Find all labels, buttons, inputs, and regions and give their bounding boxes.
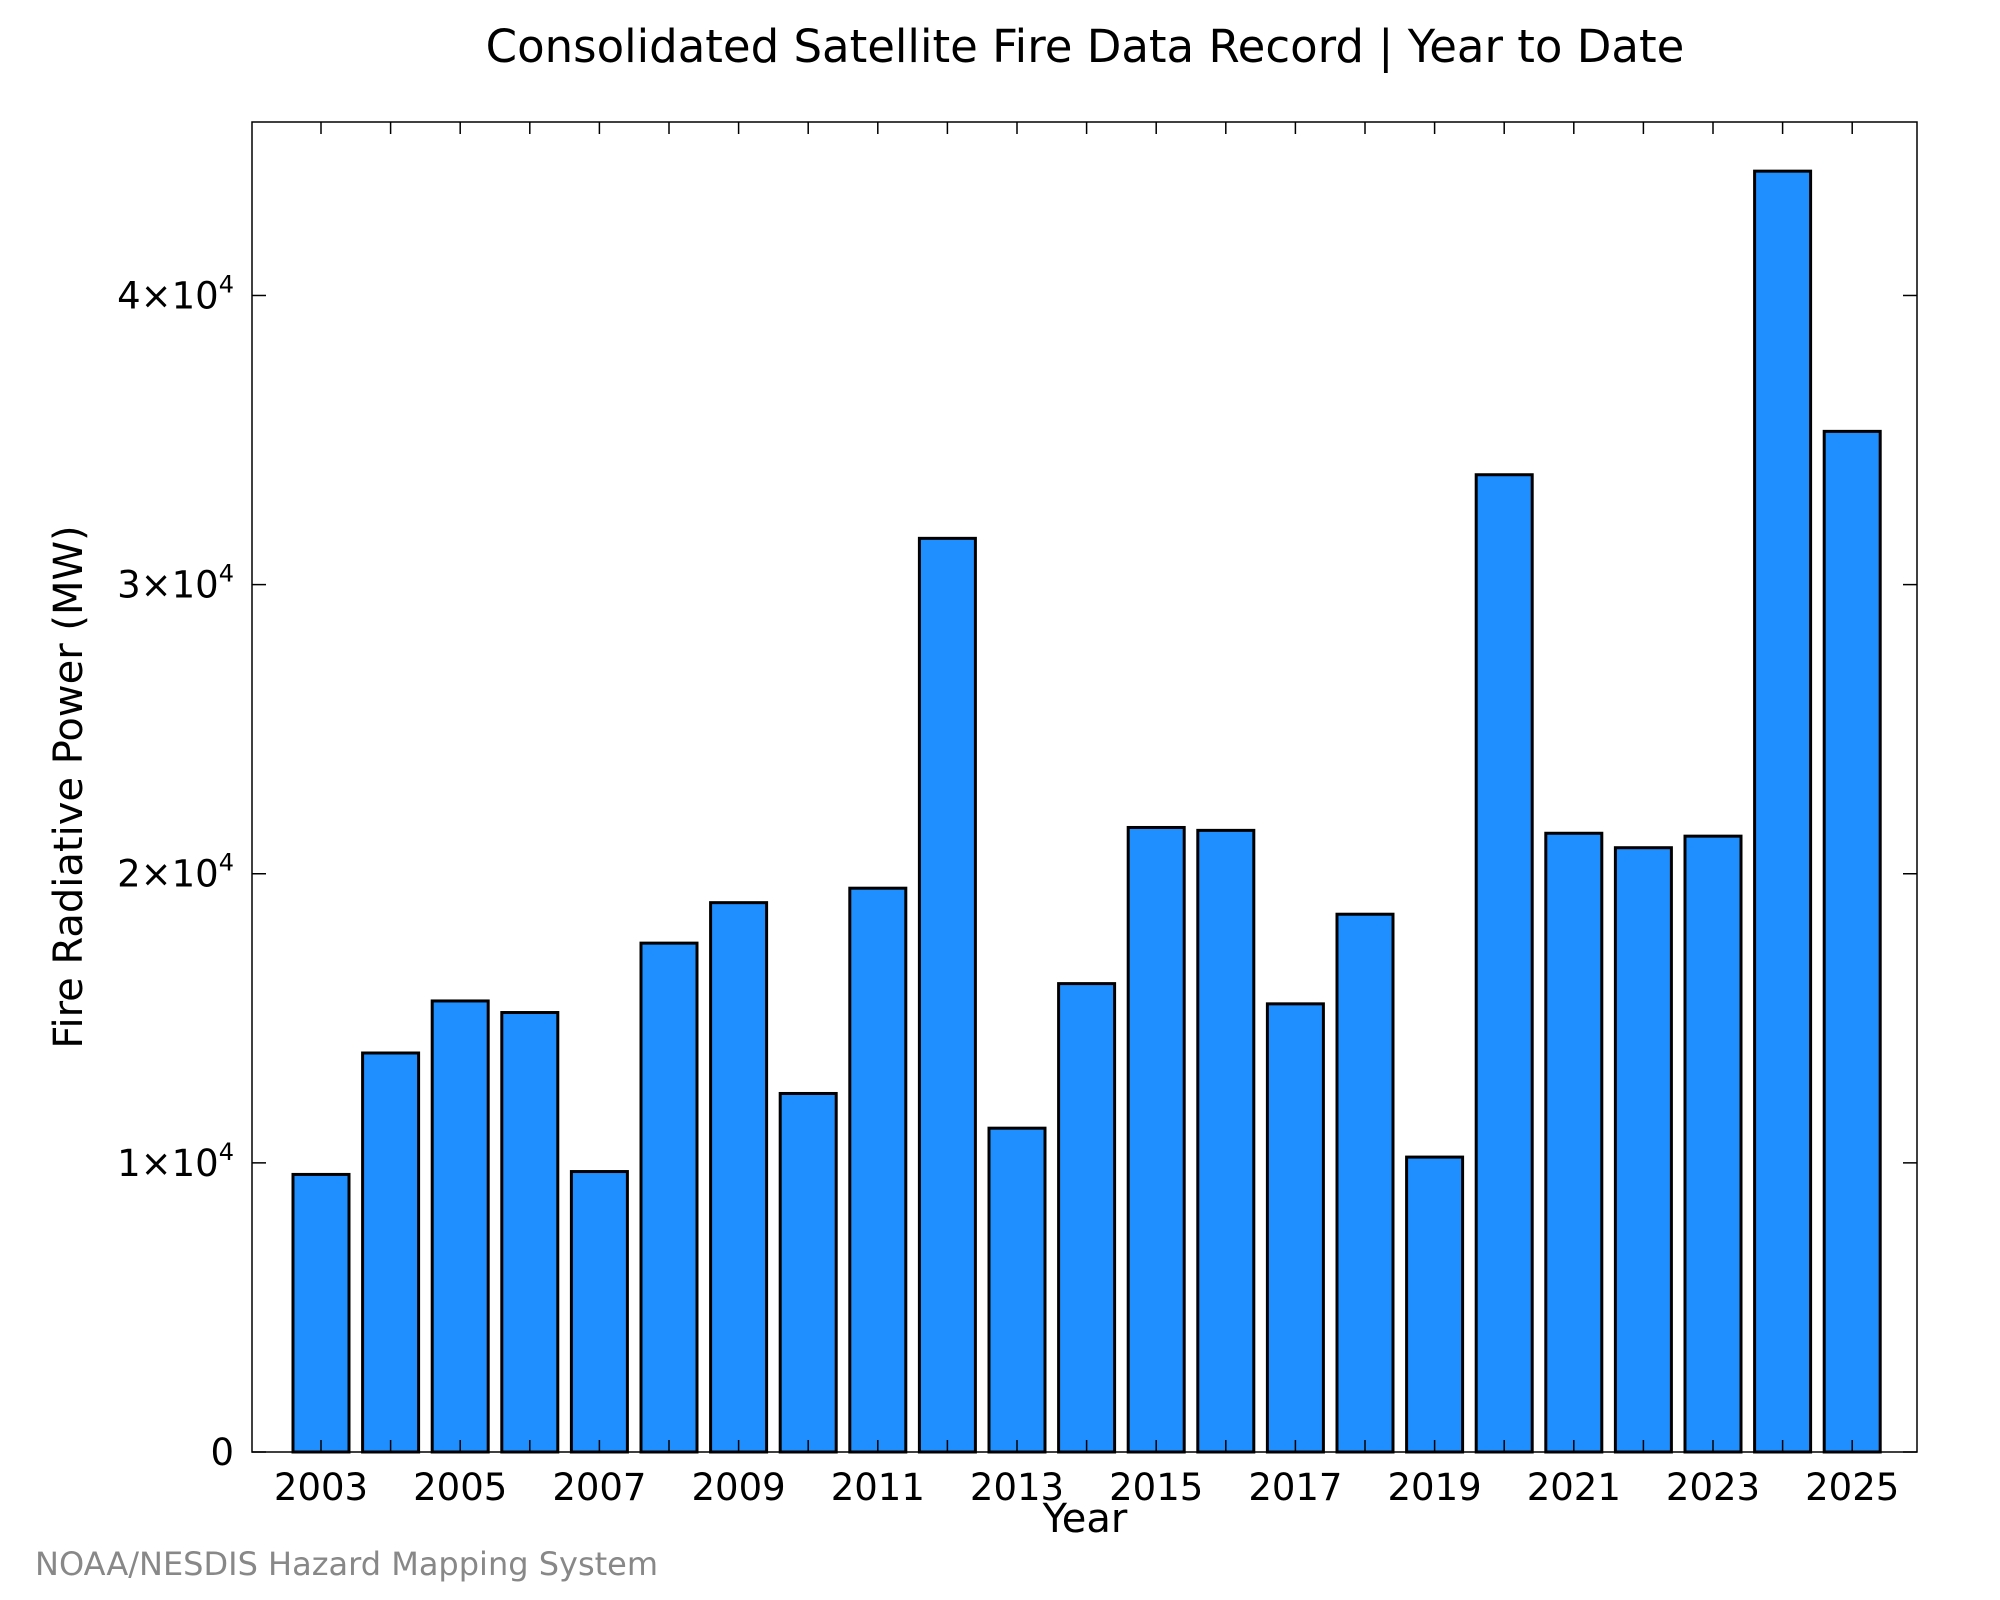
x-tick-label-2017: 2017 — [1248, 1466, 1342, 1509]
y-tick-label: 1×104 — [117, 1138, 234, 1185]
bar-2022 — [1613, 846, 1673, 1454]
bar-2017 — [1265, 1002, 1325, 1454]
bar-2015 — [1126, 825, 1186, 1454]
x-tick-label-2003: 2003 — [274, 1466, 368, 1509]
x-tick-label-2015: 2015 — [1109, 1466, 1203, 1509]
bar-2010 — [778, 1091, 838, 1454]
source-credit: NOAA/NESDIS Hazard Mapping System — [35, 1545, 658, 1583]
chart-title: Consolidated Satellite Fire Data Record … — [486, 20, 1685, 73]
bar-2013 — [987, 1126, 1047, 1454]
y-tick-label: 2×104 — [117, 849, 234, 896]
bar-2004 — [361, 1051, 421, 1454]
bar-2003 — [291, 1172, 351, 1454]
x-tick-label-2005: 2005 — [413, 1466, 507, 1509]
bars-group — [291, 169, 1882, 1454]
bar-2009 — [709, 901, 769, 1454]
bar-2025 — [1822, 429, 1882, 1454]
y-axis-ticks: 0 1×104 2×104 3×104 4×104 — [117, 270, 1917, 1474]
bar-2024 — [1753, 169, 1813, 1454]
bar-2012 — [917, 536, 977, 1454]
x-tick-label-2007: 2007 — [552, 1466, 646, 1509]
bar-2007 — [569, 1170, 629, 1454]
x-tick-label-2025: 2025 — [1805, 1466, 1899, 1509]
y-tick-label: 4×104 — [117, 270, 234, 317]
bar-2006 — [500, 1011, 560, 1454]
bar-2023 — [1683, 834, 1743, 1454]
x-tick-label-2019: 2019 — [1388, 1466, 1482, 1509]
bar-2021 — [1544, 831, 1604, 1454]
y-axis-label: Fire Radiative Power (MW) — [46, 525, 92, 1048]
bar-2019 — [1405, 1155, 1465, 1454]
y-tick-label: 0 — [210, 1431, 234, 1474]
bar-2008 — [639, 941, 699, 1454]
x-tick-label-2011: 2011 — [831, 1466, 925, 1509]
x-axis-label: Year — [1042, 1496, 1128, 1542]
x-axis-ticks: 2003 2005 2007 2009 2011 2013 2015 2017 2019 2021… — [274, 122, 1899, 1509]
bar-2018 — [1335, 912, 1395, 1454]
y-tick-label: 3×104 — [117, 560, 234, 607]
x-tick-label-2009: 2009 — [692, 1466, 786, 1509]
bar-2016 — [1196, 828, 1256, 1454]
x-tick-label-2023: 2023 — [1666, 1466, 1760, 1509]
bar-2011 — [848, 886, 908, 1454]
bar-2005 — [430, 999, 490, 1454]
bar-2020 — [1474, 473, 1534, 1454]
x-tick-label-2021: 2021 — [1527, 1466, 1621, 1509]
bar-2014 — [1057, 982, 1117, 1454]
x-tick-label-2013: 2013 — [970, 1466, 1064, 1509]
